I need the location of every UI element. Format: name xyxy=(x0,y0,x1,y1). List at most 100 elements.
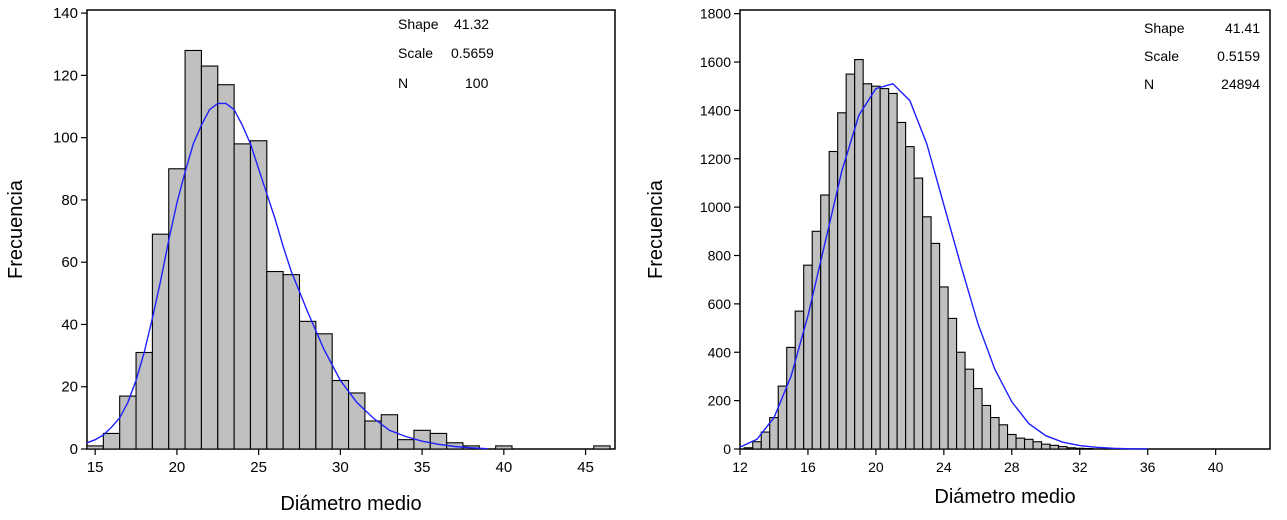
y-tick-label: 1800 xyxy=(700,6,731,22)
histogram-bars xyxy=(86,49,611,450)
x-tick-label: 15 xyxy=(87,459,104,476)
x-tick-label: 24 xyxy=(936,459,952,475)
histogram-bar xyxy=(1023,438,1034,450)
histogram-bar xyxy=(743,447,754,450)
x-axis-title: Diámetro medio xyxy=(934,486,1075,508)
histogram-bar xyxy=(1015,437,1026,450)
fit-curve-line xyxy=(739,83,1148,450)
histogram-bar xyxy=(1032,441,1043,450)
y-tick-label: 80 xyxy=(61,192,78,209)
y-tick-label: 60 xyxy=(61,254,78,271)
y-tick-label: 1000 xyxy=(700,199,731,215)
histogram-bar xyxy=(990,417,1000,450)
y-tick-label: 20 xyxy=(61,379,78,396)
histogram-bars xyxy=(743,59,1094,450)
histogram-bar xyxy=(217,84,235,450)
y-tick-label: 0 xyxy=(70,441,78,458)
x-tick-label: 20 xyxy=(169,459,186,476)
histogram-bar xyxy=(888,92,898,450)
histogram-chart-right: 0 200 400 600 800 1000 1200 1400 1600 1800 12 16 20 2… xyxy=(645,6,1271,508)
histogram-bar xyxy=(1066,447,1077,450)
histogram-bar xyxy=(871,85,881,450)
histogram-bar xyxy=(86,445,104,450)
x-tick-label: 20 xyxy=(868,459,884,475)
histogram-bar xyxy=(331,379,350,450)
histogram-bar xyxy=(922,216,932,450)
y-tick-label: 1200 xyxy=(700,151,731,167)
x-tick-label: 12 xyxy=(732,459,748,475)
histogram-bar xyxy=(282,274,301,450)
histogram-bar xyxy=(364,420,382,450)
x-tick-label: 40 xyxy=(1208,459,1224,475)
x-tick-label: 25 xyxy=(250,459,267,476)
stats-value: 24894 xyxy=(1221,76,1260,92)
y-tick-label: 800 xyxy=(708,248,732,264)
y-tick-label: 400 xyxy=(708,344,732,360)
y-tick-label: 600 xyxy=(708,296,732,312)
histogram-bar xyxy=(200,65,219,450)
histogram-bar xyxy=(168,168,186,450)
y-tick-label: 1600 xyxy=(700,54,731,70)
histogram-bar xyxy=(845,73,856,450)
x-tick-label: 40 xyxy=(495,459,512,476)
histogram-bar xyxy=(939,286,949,450)
histogram-bar xyxy=(930,242,941,450)
histogram-bar xyxy=(786,346,796,450)
histogram-bar xyxy=(315,333,333,450)
histogram-bar xyxy=(905,146,915,450)
histogram-bar xyxy=(956,351,966,450)
histogram-bar xyxy=(184,49,202,450)
x-tick-label: 30 xyxy=(332,459,349,476)
y-tick-label: 40 xyxy=(61,316,78,333)
histogram-bar xyxy=(973,387,983,450)
histogram-bar xyxy=(1049,444,1060,450)
histogram-bar xyxy=(981,404,992,450)
y-tick-label: 200 xyxy=(708,393,732,409)
histogram-bar xyxy=(947,317,958,450)
histogram-bar xyxy=(1006,433,1017,450)
x-tick-label: 35 xyxy=(414,459,431,476)
histogram-bar xyxy=(803,264,813,450)
histogram-bar xyxy=(862,83,873,450)
histogram-bar xyxy=(495,445,513,450)
x-tick-label: 45 xyxy=(577,459,594,476)
y-axis-title: Frecuencia xyxy=(645,179,667,279)
histogram-bar xyxy=(752,441,762,450)
y-tick-label: 100 xyxy=(53,130,78,147)
histogram-panel-right: 0 200 400 600 800 1000 1200 1400 1600 1800 12 16 20 2… xyxy=(640,0,1287,520)
y-axis-title: Frecuencia xyxy=(5,179,27,279)
stats-label: Shape xyxy=(1144,20,1185,36)
histogram-bar xyxy=(1040,443,1051,450)
fit-curve-line xyxy=(86,102,488,450)
histogram-bar xyxy=(102,432,121,450)
histogram-bar xyxy=(233,143,252,450)
histogram-bar xyxy=(397,439,415,450)
y-tick-label: 1400 xyxy=(700,102,731,118)
stats-label: Scale xyxy=(1144,48,1179,64)
histogram-bar xyxy=(151,233,170,450)
x-tick-label: 32 xyxy=(1072,459,1088,475)
histogram-bar xyxy=(1057,446,1068,450)
stats-label: Scale xyxy=(398,45,433,61)
histogram-bar xyxy=(429,432,448,450)
histogram-bar xyxy=(879,88,890,450)
stats-value: 41.41 xyxy=(1225,20,1260,36)
histogram-bar xyxy=(794,310,805,450)
stats-label: Shape xyxy=(398,16,439,32)
histogram-bar xyxy=(593,445,611,450)
histogram-bar xyxy=(1074,447,1085,450)
histogram-bar xyxy=(913,177,924,450)
stats-value: 41.32 xyxy=(454,16,489,32)
histogram-chart-left: 0 20 40 60 80 100 120 140 15 20 25 30 35 40 45 Diámetro… xyxy=(5,5,616,515)
histogram-bar xyxy=(298,320,317,450)
histogram-bar xyxy=(964,368,975,450)
x-axis-title: Diámetro medio xyxy=(280,493,421,515)
x-tick-label: 16 xyxy=(800,459,816,475)
histogram-bar xyxy=(119,395,137,450)
stats-value: 0.5159 xyxy=(1217,48,1260,64)
y-tick-label: 120 xyxy=(53,67,78,84)
y-tick-label: 0 xyxy=(723,441,731,457)
histogram-bar xyxy=(760,431,771,450)
stats-value: 100 xyxy=(465,75,489,91)
histogram-bar xyxy=(380,414,399,450)
